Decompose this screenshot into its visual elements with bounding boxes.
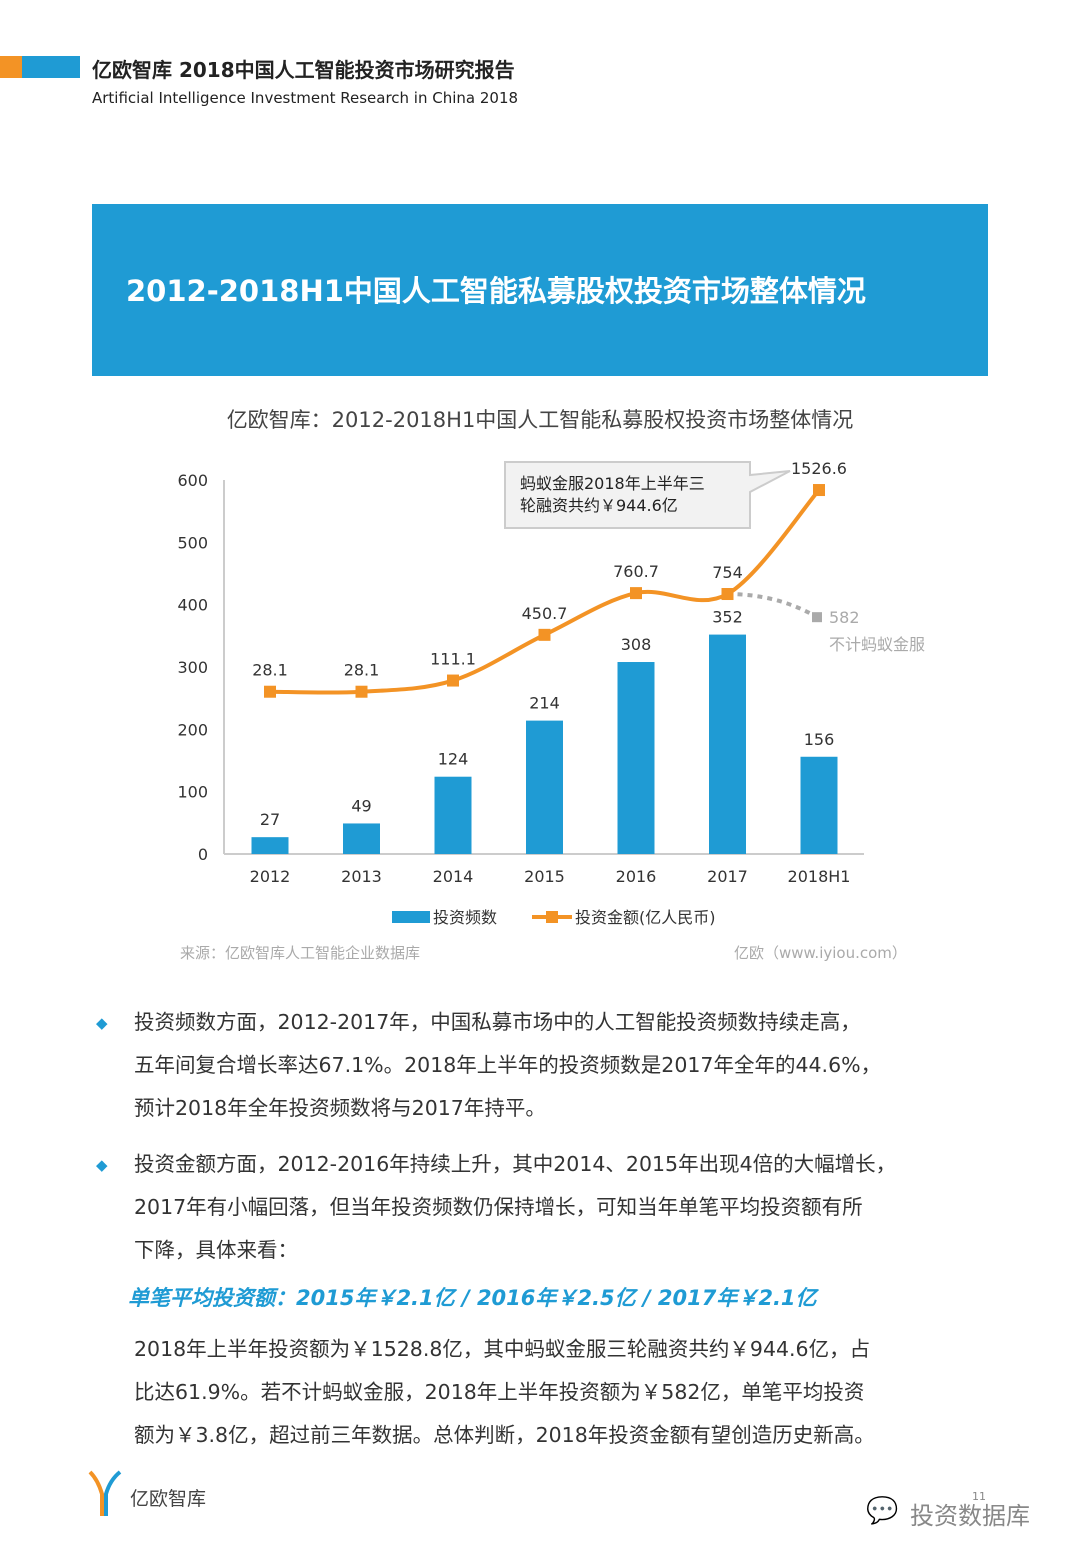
logo-text: 亿欧智库 — [130, 1488, 207, 1510]
line-marker — [264, 685, 276, 698]
y-tick-label: 0 — [198, 845, 208, 864]
wechat-icon: 💬 — [866, 1496, 899, 1526]
text-line: 五年间复合增长率达67.1%。2018年上半年的投资频数是2017年全年的44.… — [134, 1053, 882, 1077]
bar-label: 27 — [260, 810, 280, 829]
line-label: 760.7 — [613, 562, 659, 581]
line-marker — [538, 628, 551, 641]
x-tick-label: 2014 — [433, 867, 474, 886]
bar-label: 49 — [351, 796, 371, 815]
y-tick-label: 200 — [177, 720, 208, 739]
page-number: 11 — [972, 1490, 986, 1503]
line-label: 111.1 — [430, 650, 476, 669]
section-banner — [92, 204, 988, 376]
line-label: 28.1 — [252, 661, 288, 680]
bar — [617, 662, 655, 854]
line-label: 754 — [712, 563, 743, 582]
bar — [343, 823, 380, 854]
legend-marker — [546, 911, 558, 923]
bullet-paragraph-2: 投资金额方面，2012-2016年持续上升，其中2014、2015年出现4倍的大… — [134, 1143, 1014, 1272]
x-tick-label: 2013 — [341, 867, 382, 886]
x-tick-label: 2017 — [707, 867, 748, 886]
text-line: 2017年有小幅回落，但当年投资频数仍保持增长，可知当年单笔平均投资额有所 — [134, 1195, 863, 1219]
source-site: 亿欧（www.iyiou.com） — [734, 944, 907, 962]
report-title: 亿欧智库 2018中国人工智能投资市场研究报告 — [92, 58, 515, 82]
y-tick-label: 500 — [177, 533, 208, 552]
diamond-bullet-icon: ◆ — [96, 1014, 108, 1032]
text-line: 2018年上半年投资额为￥1528.8亿，其中蚂蚁金服三轮融资共约￥944.6亿… — [134, 1337, 871, 1361]
bar-label: 124 — [438, 750, 469, 769]
extra-point-note: 不计蚂蚁金服 — [829, 635, 925, 654]
line-label: 28.1 — [344, 661, 380, 680]
bar — [251, 837, 289, 854]
diamond-bullet-icon: ◆ — [96, 1156, 108, 1174]
line-marker — [355, 685, 368, 698]
y-tick-label: 300 — [177, 658, 208, 677]
bar — [800, 756, 838, 854]
extra-point-marker — [812, 612, 822, 623]
bar-label: 308 — [621, 635, 652, 654]
legend-label: 投资频数 — [433, 908, 497, 927]
bar — [526, 720, 563, 854]
x-tick-label: 2012 — [250, 867, 291, 886]
highlight-text: 单笔平均投资额：2015年￥2.1亿 / 2016年￥2.5亿 / 2017年￥… — [128, 1286, 817, 1310]
bar-label: 352 — [712, 608, 743, 627]
line-marker — [447, 674, 459, 687]
y-tick-label: 600 — [177, 471, 208, 490]
bar — [434, 776, 472, 854]
text-line: 投资金额方面，2012-2016年持续上升，其中2014、2015年出现4倍的大… — [134, 1152, 897, 1176]
detail-paragraph: 2018年上半年投资额为￥1528.8亿，其中蚂蚁金服三轮融资共约￥944.6亿… — [134, 1328, 1014, 1457]
y-tick-label: 400 — [177, 596, 208, 615]
line-label: 1526.6 — [791, 459, 847, 478]
annotation-callout — [504, 461, 791, 529]
annotation-line: 蚂蚁金服2018年上半年三 — [520, 474, 705, 493]
annotation-line: 轮融资共约￥944.6亿 — [520, 496, 678, 515]
header-accent-orange — [0, 56, 22, 78]
dotted-line-excl — [727, 592, 819, 619]
logo-icon — [88, 1470, 122, 1516]
line-marker — [721, 588, 734, 601]
x-tick-label: 2015 — [524, 867, 565, 886]
extra-point-label: 582 — [829, 608, 860, 627]
bar-label: 214 — [529, 694, 560, 713]
bar-label: 156 — [804, 730, 835, 749]
watermark: 投资数据库 — [910, 1502, 1030, 1530]
y-tick-label: 100 — [177, 783, 208, 802]
source-note: 来源：亿欧智库人工智能企业数据库 — [180, 944, 421, 962]
text-line: 预计2018年全年投资频数将与2017年持平。 — [134, 1096, 546, 1120]
line-label: 450.7 — [522, 604, 568, 623]
header-accent-blue — [22, 56, 80, 78]
chart: 0 100 200 300 400 500 600 2012 2013 2014 2015 2016 2… — [177, 459, 925, 927]
chart-title: 亿欧智库：2012-2018H1中国人工智能私募股权投资市场整体情况 — [226, 408, 854, 432]
text-line: 投资频数方面，2012-2017年，中国私募市场中的人工智能投资频数持续走高， — [134, 1010, 861, 1034]
legend-label: 投资金额(亿人民币) — [575, 908, 716, 927]
text-line: 比达61.9%。若不计蚂蚁金服，2018年上半年投资额为￥582亿，单笔平均投资 — [134, 1380, 865, 1404]
bullet-paragraph-1: 投资频数方面，2012-2017年，中国私募市场中的人工智能投资频数持续走高， … — [134, 1001, 1014, 1130]
line-marker — [813, 484, 825, 497]
report-subtitle: Artificial Intelligence Investment Resea… — [92, 89, 519, 107]
x-tick-label: 2018H1 — [788, 867, 851, 886]
line-marker — [630, 587, 642, 600]
section-title: 2012-2018H1中国人工智能私募股权投资市场整体情况 — [126, 274, 866, 308]
text-line: 下降，具体来看： — [134, 1238, 298, 1262]
text-line: 额为￥3.8亿，超过前三年数据。总体判断，2018年投资金额有望创造历史新高。 — [134, 1423, 875, 1447]
x-tick-label: 2016 — [616, 867, 657, 886]
bar — [709, 634, 746, 854]
legend-swatch-bar — [392, 911, 430, 923]
